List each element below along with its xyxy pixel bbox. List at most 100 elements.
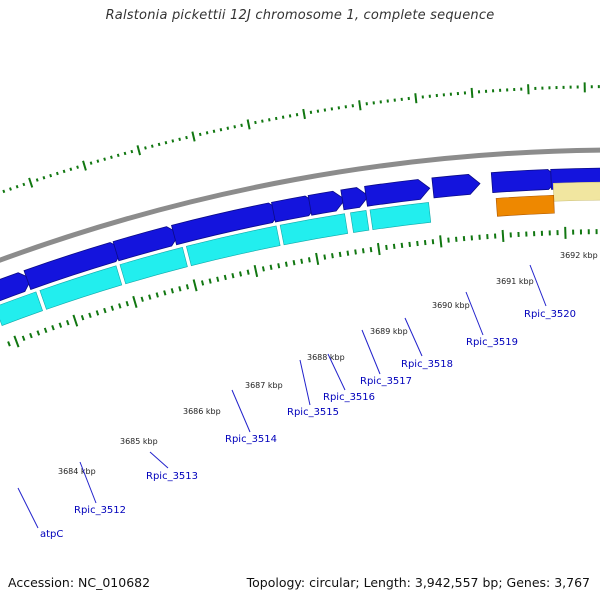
kbp-label: 3686 kbp [183,407,221,416]
reverse-cds-block [119,246,188,285]
outer-tick [89,161,93,165]
inner-tick [51,325,55,331]
gene-label[interactable]: Rpic_3514 [225,434,277,445]
inner-tick [239,271,243,277]
inner-tick [13,335,20,348]
inner-tick [140,296,144,302]
inner-tick [88,312,92,318]
reverse-strand-track [0,194,555,326]
inner-tick [284,261,288,267]
outer-tick [178,137,181,141]
gene-label[interactable]: Rpic_3517 [360,376,412,387]
outer-tick [136,145,142,156]
inner-tick [80,315,85,321]
kbp-label: 3691 kbp [496,277,534,286]
outer-tick [82,160,87,171]
outer-tick [69,167,73,171]
inner-tick [178,286,182,292]
forward-gene-arrow [0,272,33,302]
gene-label[interactable]: Rpic_3515 [287,407,339,418]
outer-tick [246,119,251,130]
kbp-label: 3685 kbp [120,437,158,446]
inner-tick [95,310,100,316]
inner-tick [300,258,304,264]
inner-tick [338,251,342,258]
outer-tick [130,149,134,154]
gene-connector [149,451,169,469]
outer-tick [9,187,12,191]
gene-label[interactable]: atpC [40,529,63,540]
outer-tick [110,155,113,159]
outer-tick-marks [2,82,600,194]
reverse-cds-block [350,210,370,233]
gene-label[interactable]: Rpic_3512 [74,505,126,516]
gene-label[interactable]: Rpic_3519 [466,337,518,348]
outer-tick [76,165,79,169]
outer-tick [261,119,264,123]
inner-tick [277,263,281,269]
outer-tick [288,114,292,118]
inner-tick [66,319,70,326]
inner-tick-marks [7,226,598,348]
outer-tick [62,169,66,174]
outer-tick [358,100,362,111]
outer-tick [302,108,306,120]
outer-tick [470,87,474,98]
outer-tick [254,120,257,125]
gene-connector [299,359,311,406]
outer-tick [123,151,127,156]
forward-strand-track [0,167,600,302]
accession-text: Accession: NC_010682 [8,575,151,590]
outer-tick [116,153,120,158]
inner-tick [118,303,122,309]
inner-tick [72,314,79,327]
inner-tick [223,274,227,281]
outer-tick [157,142,161,147]
inner-tick [315,252,320,265]
inner-tick [208,278,212,284]
inner-tick [216,276,220,282]
forward-gene-arrow [340,187,370,211]
outer-tick [274,116,278,121]
gene-connector [327,353,346,391]
gene-labels: atpC Rpic_3512 Rpic_3513 Rpic_3514 Rpic_3515… [17,264,576,540]
inner-tick [385,244,388,251]
inner-tick [185,284,190,290]
inner-tick [253,264,259,278]
inner-tick [21,335,26,342]
kbp-label: 3690 kbp [432,301,470,310]
outer-tick [55,171,59,176]
inner-tick [36,330,41,336]
inner-tick [163,290,167,296]
inner-tick [192,279,198,292]
gene-label[interactable]: Rpic_3513 [146,471,198,482]
outer-tick [171,139,175,143]
outer-tick [219,128,223,132]
inner-tick [307,257,311,263]
gene-connector [79,461,97,504]
inner-tick [269,264,273,270]
outer-tick [198,132,202,137]
gene-connector [465,291,484,336]
inner-tick [170,288,174,294]
kbp-label: 3688 kbp [307,353,345,362]
outer-tick [164,140,168,145]
reverse-cds-block [369,202,432,231]
gene-connector [17,487,39,529]
inner-tick [431,239,435,245]
gene-label[interactable]: Rpic_3520 [524,309,576,320]
backbone [0,147,600,263]
inner-tick [148,294,152,300]
forward-gene-arrow [307,190,346,216]
sequence-summary: Topology: circular; Length: 3,942,557 bp… [246,575,590,590]
outer-tick [414,93,418,104]
gene-connector [231,389,251,433]
gene-label[interactable]: Rpic_3516 [323,392,375,403]
reverse-cds-block [39,265,123,310]
outer-tick [191,131,196,142]
gene-label[interactable]: Rpic_3518 [401,359,453,370]
inner-tick [323,254,327,260]
gene-connector [529,264,547,307]
outer-tick [2,189,6,194]
